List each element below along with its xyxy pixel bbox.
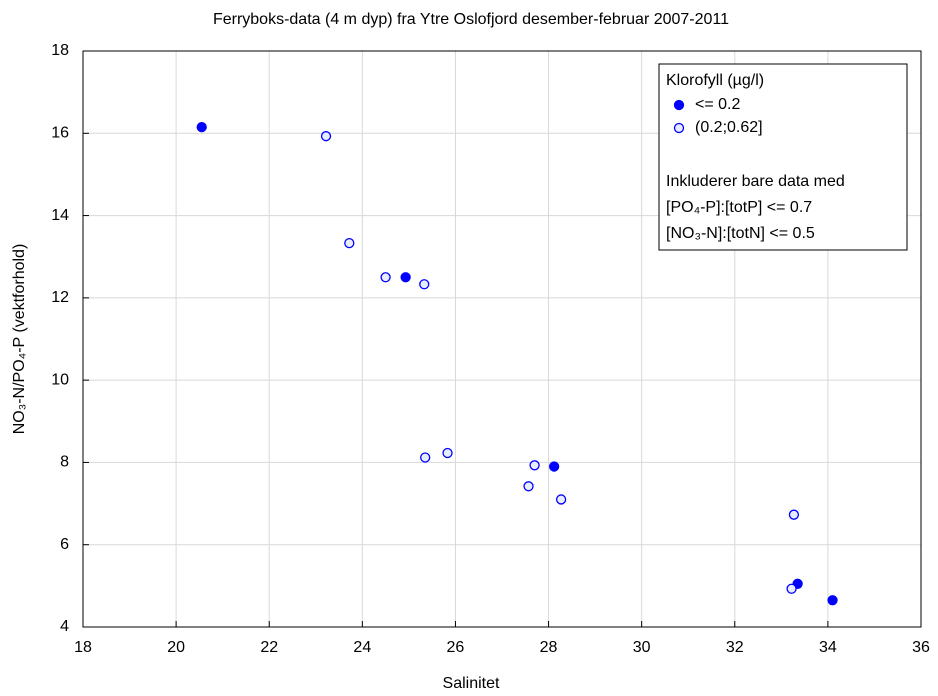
point bbox=[523, 481, 534, 492]
point bbox=[788, 509, 800, 520]
point bbox=[555, 494, 567, 505]
point bbox=[344, 237, 355, 249]
legend-marker bbox=[673, 99, 685, 111]
y-tick-label: 4 bbox=[60, 618, 69, 635]
point bbox=[380, 272, 391, 283]
point bbox=[548, 461, 560, 472]
chart-title: Ferryboks-data (4 m dyp) fra Ytre Oslofj… bbox=[213, 11, 729, 28]
point bbox=[196, 121, 207, 133]
point bbox=[400, 272, 411, 283]
y-tick-label: 6 bbox=[60, 536, 69, 553]
point bbox=[827, 595, 838, 606]
x-tick-label: 34 bbox=[819, 639, 837, 656]
y-axis-label: NO₃-N/PO₄-P (vektforhold) bbox=[11, 244, 28, 435]
legend-marker bbox=[673, 122, 685, 134]
legend-label: (0.2;0.62] bbox=[695, 119, 763, 136]
legend-note: Inkluderer bare data med bbox=[666, 173, 845, 190]
plot-frame bbox=[82, 50, 922, 628]
x-tick-label: 26 bbox=[447, 639, 465, 656]
point bbox=[420, 452, 431, 463]
legend-label: <= 0.2 bbox=[695, 96, 740, 113]
point bbox=[529, 460, 540, 471]
x-tick-label: 18 bbox=[74, 639, 92, 656]
point bbox=[442, 447, 453, 459]
point bbox=[320, 131, 332, 142]
y-tick-label: 14 bbox=[51, 207, 69, 224]
y-tick-label: 12 bbox=[51, 289, 69, 306]
x-tick-label: 36 bbox=[912, 639, 930, 656]
x-tick-label: 28 bbox=[540, 639, 558, 656]
point bbox=[786, 583, 797, 594]
y-tick-label: 18 bbox=[51, 42, 69, 59]
x-tick-label: 20 bbox=[167, 639, 185, 656]
x-tick-label: 32 bbox=[726, 639, 744, 656]
x-tick-label: 30 bbox=[633, 639, 651, 656]
x-tick-label: 24 bbox=[353, 639, 371, 656]
y-tick-label: 10 bbox=[51, 371, 69, 388]
legend-note: [PO₄-P]:[totP] <= 0.7 bbox=[666, 199, 812, 216]
legend-note: [NO₃-N]:[totN] <= 0.5 bbox=[666, 225, 815, 242]
point bbox=[419, 279, 430, 290]
x-axis-label: Salinitet bbox=[443, 675, 500, 692]
y-tick-label: 8 bbox=[60, 454, 69, 471]
x-tick-label: 22 bbox=[260, 639, 278, 656]
legend-title: Klorofyll (µg/l) bbox=[666, 72, 764, 89]
y-tick-label: 16 bbox=[51, 125, 69, 142]
legend-box bbox=[658, 63, 908, 251]
